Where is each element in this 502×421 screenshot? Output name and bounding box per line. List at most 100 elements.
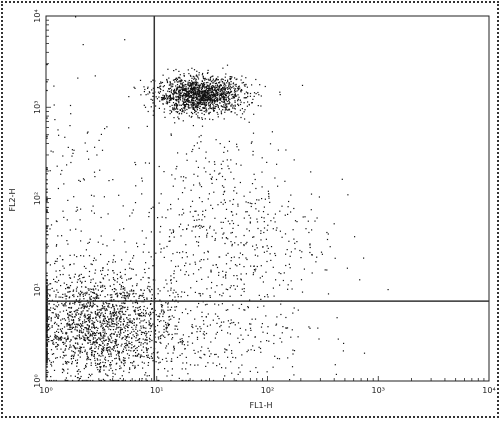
data-point (159, 290, 161, 292)
data-point (168, 333, 170, 335)
data-point (90, 291, 92, 293)
data-point (203, 93, 205, 95)
data-point (236, 275, 238, 277)
data-point (114, 323, 116, 325)
data-point (227, 332, 229, 334)
data-point (186, 92, 188, 94)
data-point (197, 92, 199, 94)
data-point (51, 365, 53, 367)
data-point (80, 273, 82, 275)
data-point (91, 210, 93, 212)
data-point (184, 93, 187, 96)
data-point (197, 106, 199, 108)
data-point (235, 357, 237, 359)
data-point (63, 337, 65, 339)
data-point (56, 357, 58, 359)
data-point (220, 221, 222, 223)
data-point (275, 229, 277, 231)
data-point (217, 94, 219, 96)
data-point (87, 379, 89, 382)
data-point (123, 370, 125, 372)
data-point (162, 309, 164, 311)
data-point (168, 323, 170, 326)
data-point (234, 93, 236, 95)
data-point (161, 358, 164, 361)
data-point (80, 311, 82, 313)
data-point (140, 279, 142, 281)
data-point (239, 181, 241, 184)
data-point (288, 200, 290, 203)
data-point (65, 301, 67, 304)
data-point (216, 266, 219, 269)
data-point (176, 93, 178, 95)
data-point (310, 209, 312, 211)
data-point (187, 224, 189, 226)
data-point (87, 310, 89, 312)
data-point (120, 315, 122, 317)
data-point (128, 342, 130, 344)
data-point (88, 158, 90, 160)
data-point (182, 98, 184, 100)
data-point (55, 245, 57, 247)
data-point (208, 161, 210, 163)
data-point (291, 329, 293, 331)
data-point (74, 327, 76, 329)
data-point (215, 264, 217, 266)
data-point (107, 323, 109, 326)
data-point (278, 358, 281, 360)
data-point (174, 91, 177, 93)
data-point (51, 325, 53, 327)
data-point (110, 296, 112, 299)
data-point (66, 219, 68, 221)
data-point (257, 227, 259, 230)
data-point (275, 324, 277, 326)
data-point (131, 212, 133, 214)
data-point (177, 293, 179, 296)
data-point (190, 90, 192, 93)
data-point (233, 321, 235, 324)
data-point (84, 327, 86, 329)
data-point (214, 291, 216, 293)
data-point (117, 350, 119, 352)
data-point (222, 87, 224, 89)
data-point (212, 362, 214, 364)
data-point (139, 294, 141, 296)
data-point (134, 365, 136, 367)
data-point (225, 277, 227, 279)
data-point (192, 101, 194, 103)
data-point (222, 233, 224, 235)
data-point (90, 353, 93, 356)
data-point (292, 353, 294, 355)
data-point (69, 324, 71, 326)
data-point (200, 134, 202, 137)
data-point (180, 90, 182, 92)
data-point (84, 316, 86, 319)
data-point (206, 232, 209, 234)
data-point (175, 104, 177, 106)
data-point (244, 109, 246, 111)
data-point (125, 347, 127, 349)
data-point (66, 337, 69, 340)
data-point (212, 109, 215, 111)
data-point (212, 94, 214, 96)
data-point (192, 326, 194, 329)
data-point (54, 331, 56, 334)
data-point (255, 268, 257, 270)
data-point (191, 332, 193, 334)
data-point (182, 97, 184, 99)
data-point (57, 336, 59, 338)
data-point (234, 95, 236, 97)
data-point (65, 333, 67, 335)
data-point (238, 307, 240, 310)
data-point (209, 104, 211, 106)
data-point (187, 101, 189, 103)
data-point (171, 98, 173, 100)
data-point (230, 319, 232, 321)
data-point (162, 96, 164, 99)
data-point (246, 211, 248, 213)
data-point (103, 344, 106, 346)
data-point (211, 75, 213, 78)
data-point (132, 355, 134, 357)
data-point (266, 332, 268, 334)
data-point (211, 182, 213, 184)
